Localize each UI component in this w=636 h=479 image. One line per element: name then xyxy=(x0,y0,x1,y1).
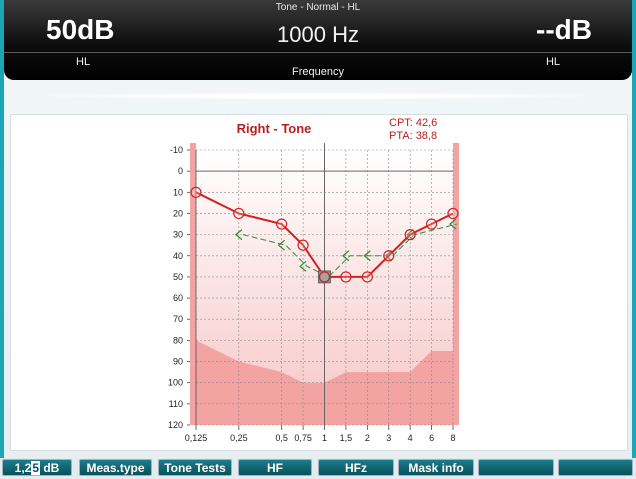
x-tick-label: 3 xyxy=(386,433,391,443)
bone-conduction-marker xyxy=(277,239,286,251)
bone-conduction-marker xyxy=(341,250,350,262)
bone-conduction-marker xyxy=(299,260,307,272)
bone-conduction-marker xyxy=(449,218,457,230)
bone-conduction-marker xyxy=(406,229,414,241)
x-tick-label: 0,125 xyxy=(185,433,208,443)
left-shade-strip xyxy=(190,143,196,425)
frequency-label: Frequency xyxy=(292,66,344,78)
mask-info-button[interactable]: Mask info xyxy=(398,459,474,476)
y-tick-label: 80 xyxy=(173,335,183,345)
x-tick-label: 0,5 xyxy=(275,433,288,443)
left-level-value: 50dB xyxy=(46,14,115,45)
x-tick-label: 6 xyxy=(429,433,434,443)
x-tick-label: 2 xyxy=(365,433,370,443)
hf-button[interactable]: HF xyxy=(238,459,312,476)
air-conduction-point xyxy=(383,250,395,262)
right-level-value: --dB xyxy=(536,14,592,45)
step-size-suffix: dB xyxy=(40,461,60,475)
cpt-value: CPT: 42,6 xyxy=(389,117,437,129)
air-conduction-point xyxy=(318,271,331,283)
y-tick-label: 90 xyxy=(173,357,183,367)
air-conduction-point xyxy=(361,271,373,283)
left-level-unit: HL xyxy=(76,56,91,68)
test-mode-title: Tone - Normal - HL xyxy=(275,2,361,13)
empty-key-1[interactable] xyxy=(478,459,554,476)
y-tick-label: 70 xyxy=(173,314,183,324)
y-tick-label: 120 xyxy=(168,420,183,430)
y-tick-label: 40 xyxy=(173,251,183,261)
air-conduction-line xyxy=(195,191,454,278)
y-tick-label: 30 xyxy=(173,230,183,240)
step-size-prefix: 1,2 xyxy=(14,461,32,475)
y-tick-label: 50 xyxy=(173,272,183,282)
air-conduction-point xyxy=(276,218,288,230)
y-tick-label: 60 xyxy=(173,293,183,303)
x-tick-label: 1,5 xyxy=(340,433,353,443)
right-shade-strip xyxy=(453,143,459,425)
x-tick-label: 4 xyxy=(408,433,413,443)
x-tick-label: 0,75 xyxy=(294,433,312,443)
chart-title: Right - Tone xyxy=(237,121,312,136)
bone-conduction-marker xyxy=(234,229,243,241)
meas-type-button[interactable]: Meas.type xyxy=(79,459,152,476)
bone-conduction-marker xyxy=(363,250,371,262)
hfz-button[interactable]: HFz xyxy=(318,459,394,476)
air-conduction-point xyxy=(425,218,438,230)
right-edge-bar xyxy=(632,0,636,458)
x-tick-label: 1 xyxy=(322,433,327,443)
header-separator-glow xyxy=(20,92,616,100)
air-conduction-point xyxy=(297,239,309,251)
x-tick-label: 0,25 xyxy=(230,433,248,443)
left-edge-bar xyxy=(0,0,4,458)
step-size-cursor: 5 xyxy=(31,461,41,475)
y-tick-label: 0 xyxy=(178,166,183,176)
y-tick-label: 20 xyxy=(173,208,183,218)
air-conduction-point xyxy=(233,207,245,220)
air-conduction-point xyxy=(190,186,202,198)
y-tick-label: 100 xyxy=(168,378,183,388)
air-conduction-point xyxy=(447,207,459,220)
step-size-button[interactable]: 1,25 dB xyxy=(2,459,72,476)
empty-key-2[interactable] xyxy=(558,459,633,476)
header-divider xyxy=(4,52,632,53)
bone-conduction-marker xyxy=(384,250,393,262)
right-level-unit: HL xyxy=(545,56,560,68)
frequency-value: 1000 Hz xyxy=(277,22,359,47)
status-header: Tone - Normal - HL 50dB 1000 Hz --dB HL … xyxy=(4,0,632,80)
x-tick-label: 8 xyxy=(450,433,455,443)
y-tick-label: -10 xyxy=(170,145,183,155)
air-conduction-point xyxy=(340,271,352,283)
selected-point-box xyxy=(318,270,331,284)
pta-value: PTA: 38,8 xyxy=(389,130,437,142)
y-tick-label: 110 xyxy=(169,399,183,409)
air-conduction-point xyxy=(404,229,416,241)
tone-tests-button[interactable]: Tone Tests xyxy=(158,459,232,476)
y-tick-label: 10 xyxy=(173,187,183,197)
bone-conduction-line xyxy=(242,223,458,278)
